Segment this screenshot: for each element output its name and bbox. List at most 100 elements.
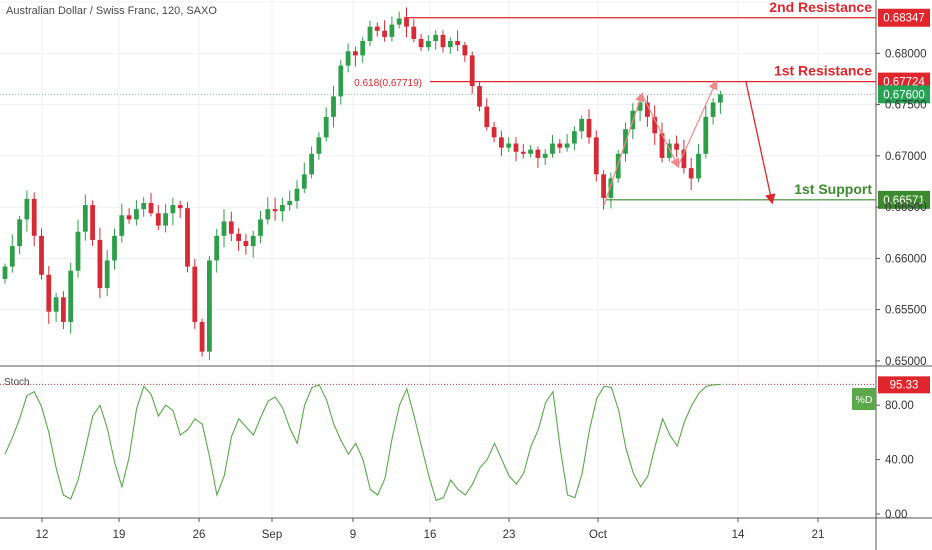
time-tick-label: 19 [113, 529, 126, 541]
candle-body [367, 26, 373, 42]
candle-body [31, 198, 37, 236]
candle-body [265, 209, 271, 220]
candle-body [718, 94, 723, 103]
candle-body [148, 203, 154, 214]
stoch-tick-label: 80.00 [885, 400, 914, 412]
candle-body [61, 297, 66, 322]
stoch-tick-label: 0.00 [885, 509, 907, 521]
candle-body [90, 205, 95, 240]
stoch-series-name: %D [856, 394, 873, 406]
candle-body [163, 213, 168, 226]
candle-body [170, 205, 176, 214]
time-tick-label: Oct [589, 529, 608, 541]
level-badge [878, 8, 930, 27]
candle-body [345, 51, 351, 66]
candle-body [155, 213, 161, 226]
candle-body [389, 24, 395, 37]
candle-body [608, 178, 614, 198]
candle-body [615, 153, 621, 179]
candle-body [572, 131, 577, 144]
candle-body [418, 38, 424, 48]
candle-body [601, 174, 606, 198]
candle-body [688, 168, 694, 179]
candle-body [681, 149, 687, 169]
level-label: 1st Support [794, 181, 872, 197]
price-tick-label: 0.66000 [885, 253, 927, 265]
level-label: 1st Resistance [774, 63, 872, 79]
time-axis[interactable]: 12 19 26 Sep 9 16 23 Oct 14 21 [36, 518, 825, 541]
candle-body [316, 137, 322, 154]
candle-body [360, 41, 366, 56]
candle-body [112, 235, 117, 261]
candle-body [557, 143, 563, 148]
candle-body [177, 205, 183, 209]
last-price-value: 0.67600 [883, 89, 925, 101]
candle-body [542, 153, 548, 158]
candle-body [382, 30, 387, 37]
price-tick-label: 0.67000 [885, 151, 927, 163]
candle-body [499, 137, 504, 148]
candle-body [652, 116, 658, 134]
last-price-badge [878, 85, 930, 104]
candle-body [440, 34, 446, 48]
candle-body [287, 200, 293, 206]
price-tick-label: 0.65500 [885, 305, 927, 317]
candle-body [338, 65, 344, 97]
candle-body [24, 198, 30, 220]
price-tick-label: 0.68000 [885, 48, 927, 60]
candle-body [703, 116, 709, 154]
level-badge [878, 190, 930, 209]
candle-body [9, 246, 15, 267]
price-tick-label: 0.67500 [885, 100, 927, 112]
candle-body [68, 270, 74, 322]
candle-body [323, 116, 329, 138]
candle-body [520, 151, 526, 154]
pattern-arrow [641, 94, 680, 169]
stoch-last-badge [878, 376, 930, 394]
candle-body [484, 106, 490, 128]
trend-arrows [603, 79, 776, 206]
candle-body [199, 321, 205, 352]
candle-body [404, 18, 409, 27]
candle-body [353, 51, 358, 56]
stoch-last-value: 95.33 [890, 379, 919, 391]
candle-body [710, 102, 716, 117]
fib-label: 0.618(0.67719) [354, 78, 422, 89]
stoch-tick-label: 40.00 [885, 455, 914, 467]
candle-body [550, 143, 555, 154]
price-tick-label: 0.65000 [885, 356, 927, 368]
candle-body [331, 96, 336, 117]
time-tick-label: 21 [812, 529, 825, 541]
pattern-arrow [603, 92, 645, 206]
candle-body [17, 219, 22, 247]
candle-body [243, 240, 249, 247]
candle-body [221, 221, 227, 236]
candle-body [426, 41, 431, 48]
candle-body [258, 219, 263, 236]
price-tick-label: 0.66500 [885, 202, 927, 214]
price-axis[interactable]: 0.65000 0.65500 0.66000 0.66500 0.67000 0.675… [876, 48, 927, 368]
stoch-title: Stoch [4, 377, 30, 388]
candle-body [433, 34, 439, 42]
candle-body [696, 153, 701, 179]
level-badge-value: 0.68347 [883, 13, 925, 25]
stoch-line [4, 383, 722, 502]
candle-body [301, 174, 307, 189]
time-tick-label: 16 [424, 529, 437, 541]
candle-body [564, 143, 570, 148]
candle-body [674, 143, 679, 150]
candle-body [477, 86, 482, 107]
candle-body [141, 203, 147, 210]
candles [2, 7, 723, 361]
candle-body [535, 149, 541, 158]
candle-body [280, 205, 285, 212]
candle-body [185, 208, 190, 267]
candle-body [593, 137, 599, 175]
chart-title: Australian Dollar / Swiss Franc, 120, SA… [6, 5, 217, 17]
projection-arrow [745, 81, 776, 205]
candle-body [491, 127, 497, 138]
time-tick-label: 12 [36, 529, 49, 541]
candle-body [637, 102, 643, 111]
